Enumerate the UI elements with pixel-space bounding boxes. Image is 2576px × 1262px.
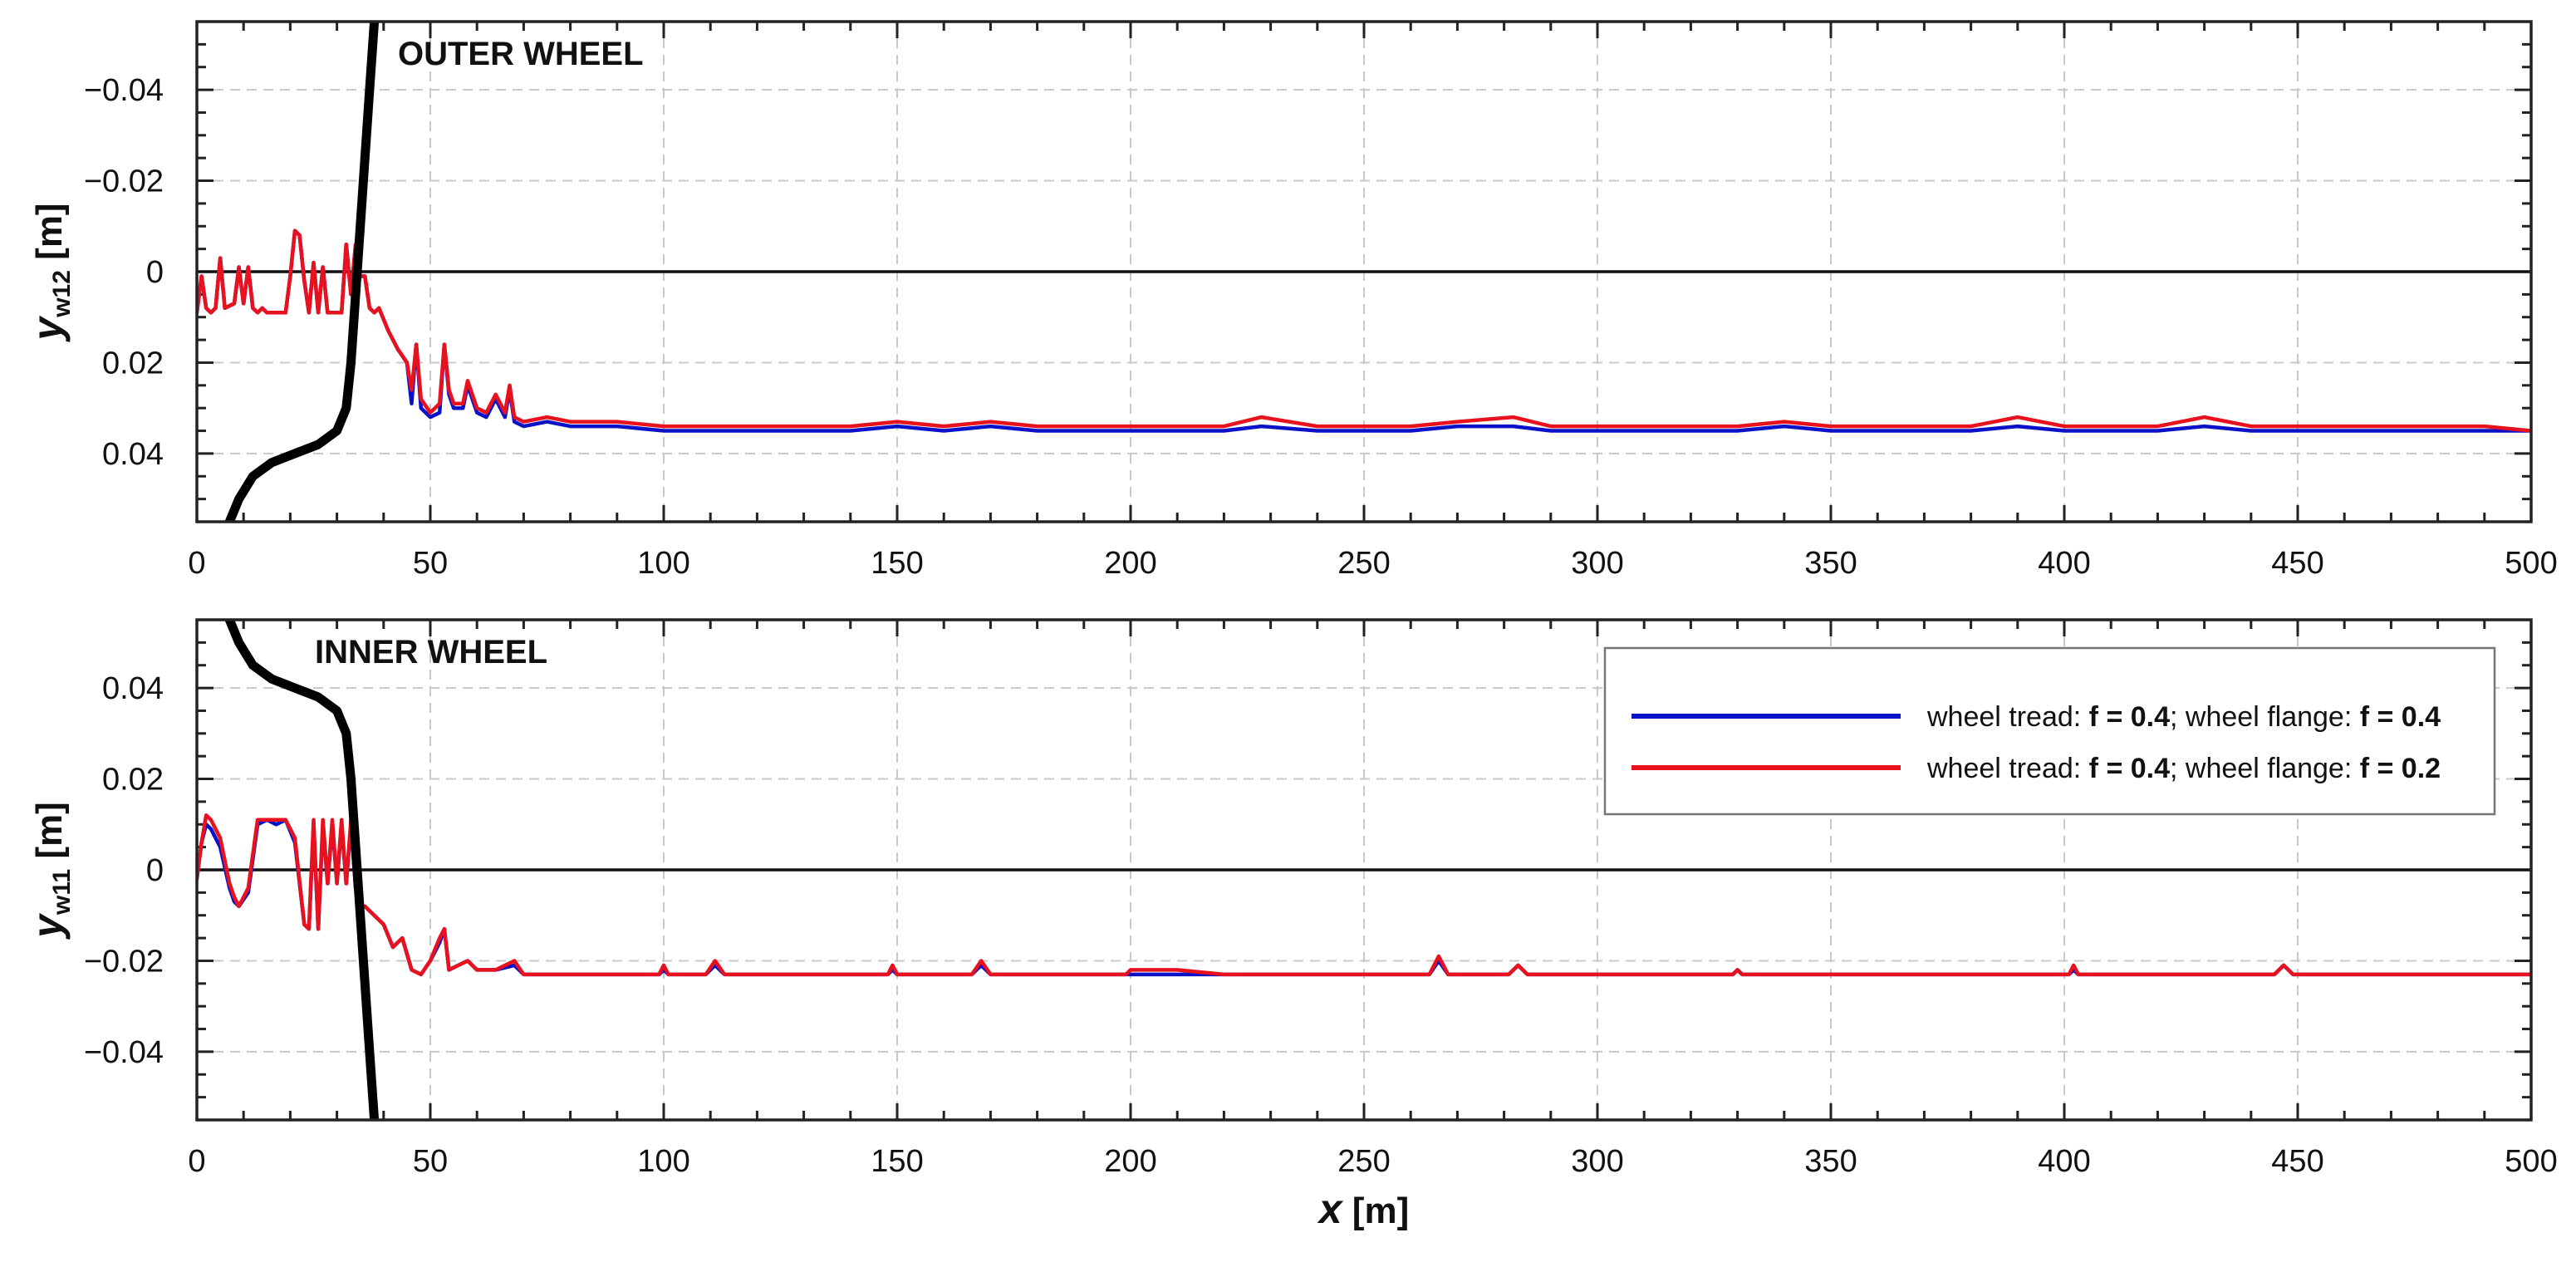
- x-axis-title: x [m]: [1317, 1186, 1409, 1232]
- outer-wheel-y-axis-title: yw12 [m]: [24, 203, 76, 342]
- outer-wheel-x-tick-label: 400: [2038, 546, 2090, 581]
- inner-wheel-panel: 0 50 100 150 200 250 300 350 400 450 500 −0.04 −0.02…: [24, 618, 2558, 1232]
- inner-wheel-x-tick-label: 350: [1804, 1144, 1857, 1179]
- inner-wheel-x-tick-label: 200: [1104, 1144, 1156, 1179]
- inner-wheel-y-axis-title: yw11 [m]: [24, 802, 76, 940]
- outer-wheel-plot-frame: [195, 20, 2533, 523]
- outer-wheel-x-tick-label: 50: [413, 546, 448, 581]
- legend-label: wheel tread: f = 0.4; wheel flange: f = …: [1926, 753, 2441, 784]
- outer-wheel-x-tick-label: 200: [1104, 546, 1156, 581]
- outer-wheel-x-tick-label: 500: [2505, 546, 2557, 581]
- inner-wheel-x-tick-label: 50: [413, 1144, 448, 1179]
- inner-wheel-panel-title: INNER WHEEL: [315, 634, 547, 670]
- legend-box: [1603, 646, 2496, 816]
- outer-wheel-x-tick-label: 100: [637, 546, 689, 581]
- legend: wheel tread: f = 0.4; wheel flange: f = …: [1603, 646, 2496, 816]
- inner-wheel-x-tick-label: 450: [2271, 1144, 2323, 1179]
- outer-wheel-x-tick-label: 0: [188, 546, 205, 581]
- inner-wheel-red-series-line: [197, 813, 2531, 977]
- inner-wheel-x-tick-label: 0: [188, 1144, 205, 1179]
- inner-wheel-y-tick-label: 0: [146, 853, 164, 888]
- inner-wheel-black-curve-line: [224, 620, 380, 1120]
- inner-wheel-y-tick-label: 0.04: [102, 671, 164, 706]
- inner-wheel-x-tick-label: 100: [637, 1144, 689, 1179]
- outer-wheel-panel: 0 50 100 150 200 250 300 350 400 450 500 −0.04 −0.02…: [24, 20, 2558, 581]
- outer-wheel-x-tick-label: 250: [1337, 546, 1390, 581]
- outer-wheel-y-tick-label: 0: [146, 255, 164, 290]
- inner-wheel-y-tick-label: −0.02: [84, 944, 164, 979]
- legend-label: wheel tread: f = 0.4; wheel flange: f = …: [1926, 701, 2441, 733]
- inner-wheel-y-tick-label: 0.02: [102, 763, 164, 798]
- outer-wheel-x-tick-label: 300: [1571, 546, 1623, 581]
- outer-wheel-y-tick-label: −0.02: [84, 165, 164, 199]
- outer-wheel-y-tick-label: 0.02: [102, 346, 164, 381]
- outer-wheel-y-tick-label: −0.04: [84, 73, 164, 108]
- outer-wheel-x-tick-label: 150: [871, 546, 923, 581]
- outer-wheel-x-tick-label: 350: [1804, 546, 1857, 581]
- outer-wheel-x-tick-label: 450: [2271, 546, 2323, 581]
- inner-wheel-plot-frame: [195, 618, 2533, 1122]
- inner-wheel-x-tick-label: 150: [871, 1144, 923, 1179]
- inner-wheel-x-tick-label: 250: [1337, 1144, 1390, 1179]
- inner-wheel-x-tick-label: 500: [2505, 1144, 2557, 1179]
- inner-wheel-x-tick-label: 300: [1571, 1144, 1623, 1179]
- outer-wheel-red-series-line: [197, 228, 2531, 433]
- outer-wheel-panel-title: OUTER WHEEL: [398, 36, 644, 72]
- inner-wheel-y-tick-label: −0.04: [84, 1035, 164, 1070]
- outer-wheel-black-curve-line: [224, 22, 380, 522]
- outer-wheel-y-tick-label: 0.04: [102, 437, 164, 472]
- inner-wheel-x-tick-label: 400: [2038, 1144, 2090, 1179]
